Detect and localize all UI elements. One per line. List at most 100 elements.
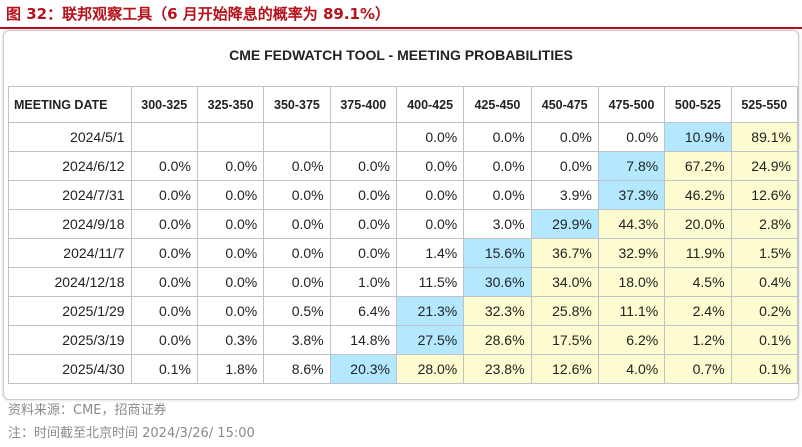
probability-cell: 1.4%: [395, 238, 465, 268]
table-row: 2025/3/19 0.0% 0.3% 3.8% 14.8% 27.5% 28.6% 17.5…: [8, 325, 798, 355]
probability-cell: 2.4%: [664, 296, 732, 326]
column-header: 500-525: [664, 86, 732, 123]
meeting-date-cell: 2024/5/1: [8, 122, 132, 152]
probability-cell: 67.2%: [664, 151, 732, 181]
probability-cell: 0.0%: [196, 151, 265, 181]
probability-cell: 25.8%: [530, 296, 599, 326]
probability-cell: 29.9%: [530, 209, 599, 239]
meeting-date-cell: 2025/4/30: [8, 354, 132, 384]
probability-cell: 0.0%: [263, 238, 331, 268]
probability-cell: 0.0%: [597, 122, 666, 152]
meeting-date-cell: 2024/6/12: [8, 151, 132, 181]
probability-cell: 37.3%: [597, 180, 666, 210]
probability-cell: 0.0%: [329, 151, 397, 181]
probability-cell: 0.2%: [730, 296, 798, 326]
probability-cell: 11.5%: [395, 267, 465, 297]
probability-cell: 24.9%: [730, 151, 798, 181]
tool-header: CME FEDWATCH TOOL - MEETING PROBABILITIE…: [229, 47, 573, 63]
probability-cell: 32.3%: [463, 296, 532, 326]
probability-cell: 11.9%: [664, 238, 732, 268]
probability-cell: 15.6%: [463, 238, 532, 268]
probability-cell: 14.8%: [329, 325, 397, 355]
meeting-date-cell: 2024/11/7: [8, 238, 132, 268]
probability-cell: 0.0%: [395, 122, 465, 152]
column-header: 325-350: [196, 86, 265, 123]
column-header: 375-400: [329, 86, 397, 123]
table-row: 2024/11/7 0.0% 0.0% 0.0% 0.0% 1.4% 15.6% 36.7% 3…: [8, 238, 798, 268]
probability-cell: 0.0%: [130, 296, 198, 326]
probability-cell: 0.0%: [329, 238, 397, 268]
meeting-date-cell: 2025/1/29: [8, 296, 132, 326]
column-header: 350-375: [263, 86, 331, 123]
probability-cell: [196, 122, 265, 152]
title-divider: [0, 27, 802, 29]
probability-cell: 0.0%: [395, 180, 465, 210]
probability-cell: 0.0%: [130, 238, 198, 268]
probability-cell: 4.0%: [597, 354, 666, 384]
probability-cell: 46.2%: [664, 180, 732, 210]
probability-cell: 0.0%: [395, 209, 465, 239]
probability-cell: 1.5%: [730, 238, 798, 268]
probability-cell: 0.0%: [196, 209, 265, 239]
probability-cell: 0.0%: [196, 180, 265, 210]
probability-cell: 30.6%: [463, 267, 532, 297]
probability-cell: 20.0%: [664, 209, 732, 239]
column-header: 425-450: [463, 86, 532, 123]
probability-table: MEETING DATE 300-325 325-350 350-375 375…: [8, 86, 798, 384]
probability-cell: [329, 122, 397, 152]
probability-cell: 0.0%: [463, 122, 532, 152]
time-note: 注：时间截至北京时间 2024/3/26/ 15:00: [8, 426, 255, 441]
column-header: MEETING DATE: [8, 86, 132, 123]
fedwatch-panel: CME FEDWATCH TOOL - MEETING PROBABILITIE…: [3, 30, 799, 400]
column-header: 300-325: [130, 86, 198, 123]
probability-cell: 0.0%: [130, 151, 198, 181]
probability-cell: 4.5%: [664, 267, 732, 297]
probability-cell: 0.0%: [530, 122, 599, 152]
table-row: 2024/7/31 0.0% 0.0% 0.0% 0.0% 0.0% 0.0% 3.9% 37.…: [8, 180, 798, 210]
probability-cell: 6.2%: [597, 325, 666, 355]
probability-cell: 12.6%: [730, 180, 798, 210]
probability-cell: [263, 122, 331, 152]
probability-cell: 8.6%: [263, 354, 331, 384]
probability-cell: 0.0%: [263, 151, 331, 181]
probability-cell: 0.0%: [196, 267, 265, 297]
table-row: 2025/1/29 0.0% 0.0% 0.5% 6.4% 21.3% 32.3% 25.8%…: [8, 296, 798, 326]
meeting-date-cell: 2024/12/18: [8, 267, 132, 297]
probability-cell: 32.9%: [597, 238, 666, 268]
probability-cell: 3.9%: [530, 180, 599, 210]
probability-cell: 1.0%: [329, 267, 397, 297]
probability-cell: 0.0%: [130, 325, 198, 355]
probability-cell: 0.0%: [329, 180, 397, 210]
meeting-date-cell: 2025/3/19: [8, 325, 132, 355]
probability-cell: 27.5%: [395, 325, 465, 355]
probability-cell: 18.0%: [597, 267, 666, 297]
probability-cell: 89.1%: [730, 122, 798, 152]
probability-cell: [130, 122, 198, 152]
probability-cell: 6.4%: [329, 296, 397, 326]
probability-cell: 0.0%: [130, 180, 198, 210]
column-header: 475-500: [597, 86, 666, 123]
table-row: 2024/5/1 0.0% 0.0% 0.0% 0.0% 10.9% 89.1%: [8, 122, 798, 152]
probability-cell: 0.0%: [263, 180, 331, 210]
probability-cell: 36.7%: [530, 238, 599, 268]
probability-cell: 1.2%: [664, 325, 732, 355]
table-row: 2024/12/18 0.0% 0.0% 0.0% 1.0% 11.5% 30.6% 34.0…: [8, 267, 798, 297]
meeting-date-cell: 2024/7/31: [8, 180, 132, 210]
probability-cell: 0.1%: [730, 354, 798, 384]
column-header: 400-425: [395, 86, 465, 123]
probability-cell: 34.0%: [530, 267, 599, 297]
probability-cell: 0.0%: [530, 151, 599, 181]
probability-cell: 11.1%: [597, 296, 666, 326]
probability-cell: 3.8%: [263, 325, 331, 355]
probability-cell: 0.4%: [730, 267, 798, 297]
probability-cell: 28.0%: [395, 354, 465, 384]
probability-cell: 3.0%: [463, 209, 532, 239]
probability-cell: 7.8%: [597, 151, 666, 181]
probability-cell: 20.3%: [329, 354, 397, 384]
table-row: 2024/6/12 0.0% 0.0% 0.0% 0.0% 0.0% 0.0% 0.0% 7.8…: [8, 151, 798, 181]
probability-cell: 0.5%: [263, 296, 331, 326]
probability-cell: 23.8%: [463, 354, 532, 384]
figure-title: 图 32：联邦观察工具（6 月开始降息的概率为 89.1%）: [6, 5, 391, 23]
probability-cell: 0.1%: [130, 354, 198, 384]
meeting-date-cell: 2024/9/18: [8, 209, 132, 239]
